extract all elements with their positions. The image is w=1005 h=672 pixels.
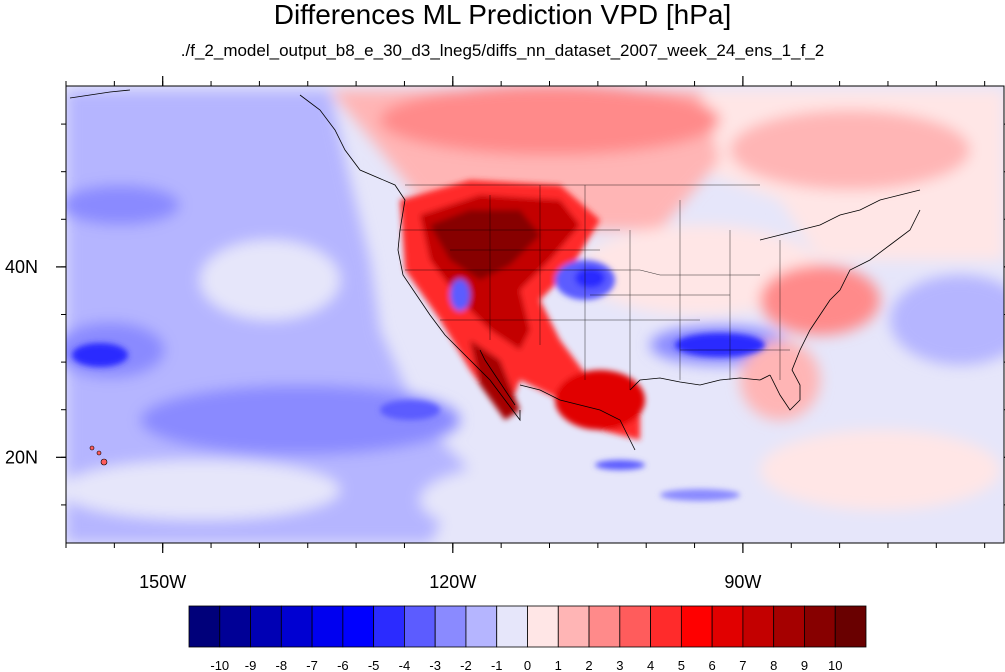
colorbar-swatch	[280, 605, 313, 648]
map-subtitle: ./f_2_model_output_b8_e_30_d3_lneg5/diff…	[180, 41, 825, 60]
lon-tick-label: 120W	[429, 572, 476, 592]
colorbar-label: 10	[828, 658, 842, 672]
colorbar-label: 0	[524, 658, 531, 672]
lon-major-ticks: 150W 120W 90W	[139, 76, 761, 592]
lat-tick-label: 20N	[5, 447, 38, 467]
colorbar-swatch	[465, 605, 498, 648]
colorbar-swatch	[496, 605, 528, 648]
map-title: Differences ML Prediction VPD [hPa]	[273, 0, 732, 30]
colorbar-label: -9	[245, 658, 257, 672]
colorbar-swatch	[311, 605, 344, 648]
colorbar-label: 7	[739, 658, 746, 672]
colorbar-label: -4	[399, 658, 411, 672]
lon-minor-ticks	[65, 81, 986, 548]
colorbar-swatch	[680, 605, 713, 648]
colorbar-label: 4	[647, 658, 654, 672]
hawaii	[89, 445, 108, 466]
colorbar-label: 9	[801, 658, 808, 672]
colorbar-swatch	[342, 605, 375, 648]
colorbar-label: -10	[210, 658, 229, 672]
colorbar-swatch	[557, 605, 590, 648]
colorbar: -10 -9 -8 -7 -6 -5 -4 -3 -2 -1 0 1 2 3 4 5 6 7 8 9 10	[188, 605, 867, 672]
colorbar-swatch	[711, 605, 744, 648]
colorbar-label: 6	[709, 658, 716, 672]
lat-tick-label: 40N	[5, 257, 38, 277]
colorbar-swatch	[219, 605, 251, 648]
colorbar-label: 3	[616, 658, 623, 672]
colorbar-swatch	[373, 605, 405, 648]
state-borders	[400, 184, 790, 390]
colorbar-swatch	[434, 605, 467, 648]
lon-tick-label: 90W	[724, 572, 761, 592]
colorbar-label: -7	[306, 658, 318, 672]
colorbar-swatch	[188, 605, 221, 648]
colorbar-swatch	[650, 605, 682, 648]
colorbar-swatch	[619, 605, 651, 648]
colorbar-swatch	[588, 605, 621, 648]
coastlines	[69, 89, 921, 451]
colorbar-label: 1	[555, 658, 562, 672]
colorbar-swatch	[404, 605, 436, 648]
colorbar-label: -6	[337, 658, 349, 672]
colorbar-label: 8	[770, 658, 777, 672]
colorbar-label: -1	[491, 658, 503, 672]
colorbar-label: 5	[678, 658, 685, 672]
field-layer	[66, 86, 1004, 543]
colorbar-label: -5	[368, 658, 380, 672]
colorbar-label: -2	[460, 658, 472, 672]
colorbar-swatch	[834, 605, 867, 648]
colorbar-swatch	[773, 605, 805, 648]
lat-major-ticks: 40N 20N	[5, 257, 1005, 467]
lon-tick-label: 150W	[139, 572, 186, 592]
colorbar-label: -8	[276, 658, 288, 672]
colorbar-swatch	[527, 605, 559, 648]
colorbar-swatch	[250, 605, 282, 648]
colorbar-swatch	[742, 605, 775, 648]
colorbar-label: 2	[585, 658, 592, 672]
colorbar-label: -3	[429, 658, 441, 672]
colorbar-swatch	[804, 605, 836, 648]
